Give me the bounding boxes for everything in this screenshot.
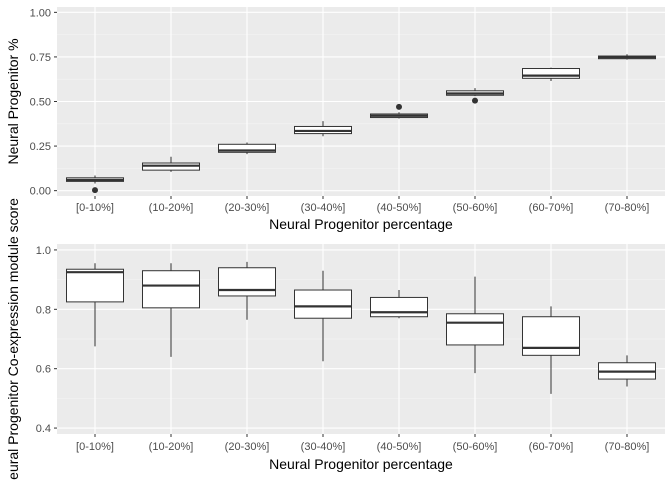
y-tick-label: 0.25 [30, 141, 51, 153]
x-tick-label: (60-70%] [529, 441, 574, 453]
x-tick-label: (50-60%] [453, 441, 498, 453]
box [142, 270, 200, 309]
y-tick-label: 1.0 [36, 245, 51, 257]
y-axis-title: Neural Progenitor % [5, 38, 21, 164]
y-axis-title: eural Progenitor Co-expression module sc… [5, 198, 21, 480]
x-axis-title: Neural Progenitor percentage [269, 456, 453, 472]
y-tick-label: 0.6 [36, 364, 51, 376]
y-tick-label: 0.75 [30, 52, 51, 64]
x-tick-label: (30-40%] [301, 441, 346, 453]
x-tick-label: (60-70%] [529, 202, 574, 214]
x-tick-label: (10-20%] [149, 202, 194, 214]
x-tick-label: (40-50%] [377, 441, 422, 453]
y-tick-label: 0.50 [30, 97, 51, 109]
outlier-point [92, 187, 98, 194]
x-tick-label: (70-80%] [605, 202, 650, 214]
box [294, 289, 352, 319]
bottom-boxplot-panel: 0.4 0.6 0.8 1.0 [0-10%] (10-20%] (20-30%] (30-4… [5, 198, 665, 480]
box [66, 268, 124, 303]
x-tick-label: (40-50%] [377, 202, 422, 214]
top-boxplot-panel: 0.00 0.25 0.50 0.75 1.00 [0-10%] (10-20%] (20-3… [5, 7, 665, 232]
y-tick-label: 1.00 [30, 7, 51, 19]
x-tick-label: (10-20%] [149, 441, 194, 453]
x-tick-label: (20-30%] [225, 441, 270, 453]
x-tick-label: [0-10%] [76, 441, 114, 453]
box [522, 316, 580, 356]
x-tick-label: [0-10%] [76, 202, 114, 214]
x-axis-title: Neural Progenitor percentage [269, 216, 453, 232]
box [218, 143, 276, 153]
outlier-point [472, 97, 478, 104]
x-tick-label: (50-60%] [453, 202, 498, 214]
x-tick-label: (20-30%] [225, 202, 270, 214]
y-tick-label: 0.8 [36, 304, 51, 316]
box [218, 267, 276, 297]
x-tick-label: (30-40%] [301, 202, 346, 214]
y-tick-label: 0.4 [36, 423, 51, 435]
outlier-point [396, 103, 402, 110]
x-tick-label: (70-80%] [605, 441, 650, 453]
box [446, 313, 504, 346]
box [370, 296, 428, 318]
box [522, 68, 580, 79]
y-tick-label: 0.00 [30, 186, 51, 198]
